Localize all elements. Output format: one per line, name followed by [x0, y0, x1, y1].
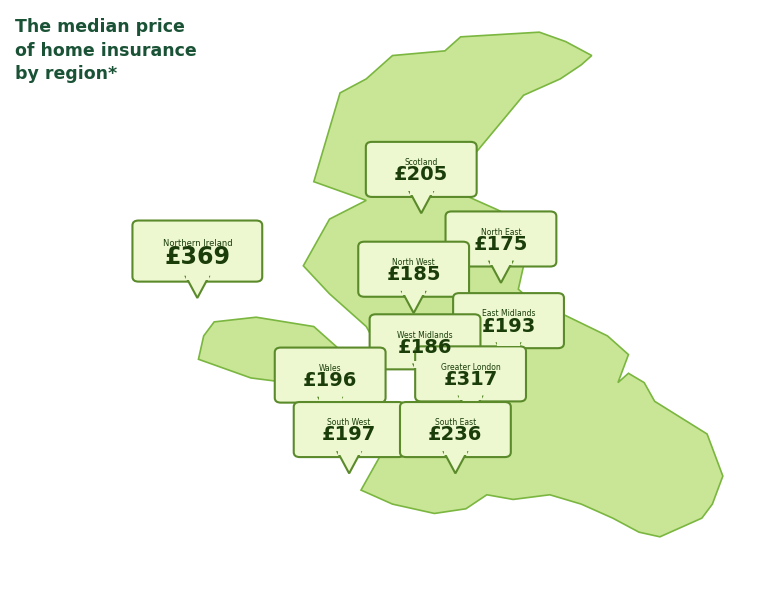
Text: Northern Ireland: Northern Ireland: [162, 239, 232, 248]
Polygon shape: [490, 259, 512, 265]
Polygon shape: [497, 343, 520, 364]
Text: £317: £317: [443, 370, 498, 389]
Polygon shape: [338, 449, 361, 455]
Polygon shape: [186, 273, 209, 280]
Text: £197: £197: [322, 425, 376, 445]
Polygon shape: [459, 393, 482, 399]
Text: Greater London: Greater London: [441, 362, 500, 371]
FancyBboxPatch shape: [370, 315, 480, 369]
Text: £205: £205: [394, 165, 449, 185]
Polygon shape: [410, 189, 433, 195]
Text: £185: £185: [386, 265, 441, 284]
FancyBboxPatch shape: [400, 402, 511, 457]
Text: £236: £236: [428, 425, 483, 445]
Polygon shape: [410, 192, 433, 214]
Polygon shape: [402, 289, 425, 295]
FancyBboxPatch shape: [453, 293, 564, 348]
FancyBboxPatch shape: [366, 142, 477, 197]
Text: North West: North West: [392, 258, 435, 267]
Text: £196: £196: [303, 371, 357, 390]
Polygon shape: [414, 361, 436, 367]
FancyBboxPatch shape: [294, 402, 405, 457]
FancyBboxPatch shape: [358, 242, 469, 297]
Text: North East: North East: [480, 227, 521, 237]
Polygon shape: [402, 292, 425, 313]
FancyBboxPatch shape: [415, 346, 526, 402]
Polygon shape: [414, 364, 436, 386]
Text: Scotland: Scotland: [405, 158, 438, 167]
Polygon shape: [490, 262, 512, 283]
Polygon shape: [304, 32, 723, 537]
Polygon shape: [444, 452, 467, 473]
Text: £186: £186: [398, 338, 452, 357]
FancyBboxPatch shape: [275, 347, 386, 403]
Polygon shape: [497, 340, 520, 346]
Polygon shape: [319, 398, 342, 419]
Polygon shape: [444, 449, 467, 455]
Polygon shape: [198, 317, 340, 382]
Text: South East: South East: [435, 418, 476, 427]
Text: The median price
of home insurance
by region*: The median price of home insurance by re…: [15, 18, 197, 83]
FancyBboxPatch shape: [446, 212, 556, 266]
Text: £175: £175: [474, 235, 528, 254]
Text: West Midlands: West Midlands: [397, 330, 453, 339]
Text: £369: £369: [165, 245, 230, 269]
Polygon shape: [319, 394, 342, 401]
Text: South West: South West: [327, 418, 371, 427]
FancyBboxPatch shape: [132, 221, 263, 282]
Polygon shape: [186, 277, 209, 298]
Polygon shape: [338, 452, 361, 473]
Text: East Midlands: East Midlands: [482, 309, 535, 318]
Polygon shape: [459, 397, 482, 417]
Text: Wales: Wales: [319, 364, 342, 373]
Text: £193: £193: [481, 316, 536, 336]
